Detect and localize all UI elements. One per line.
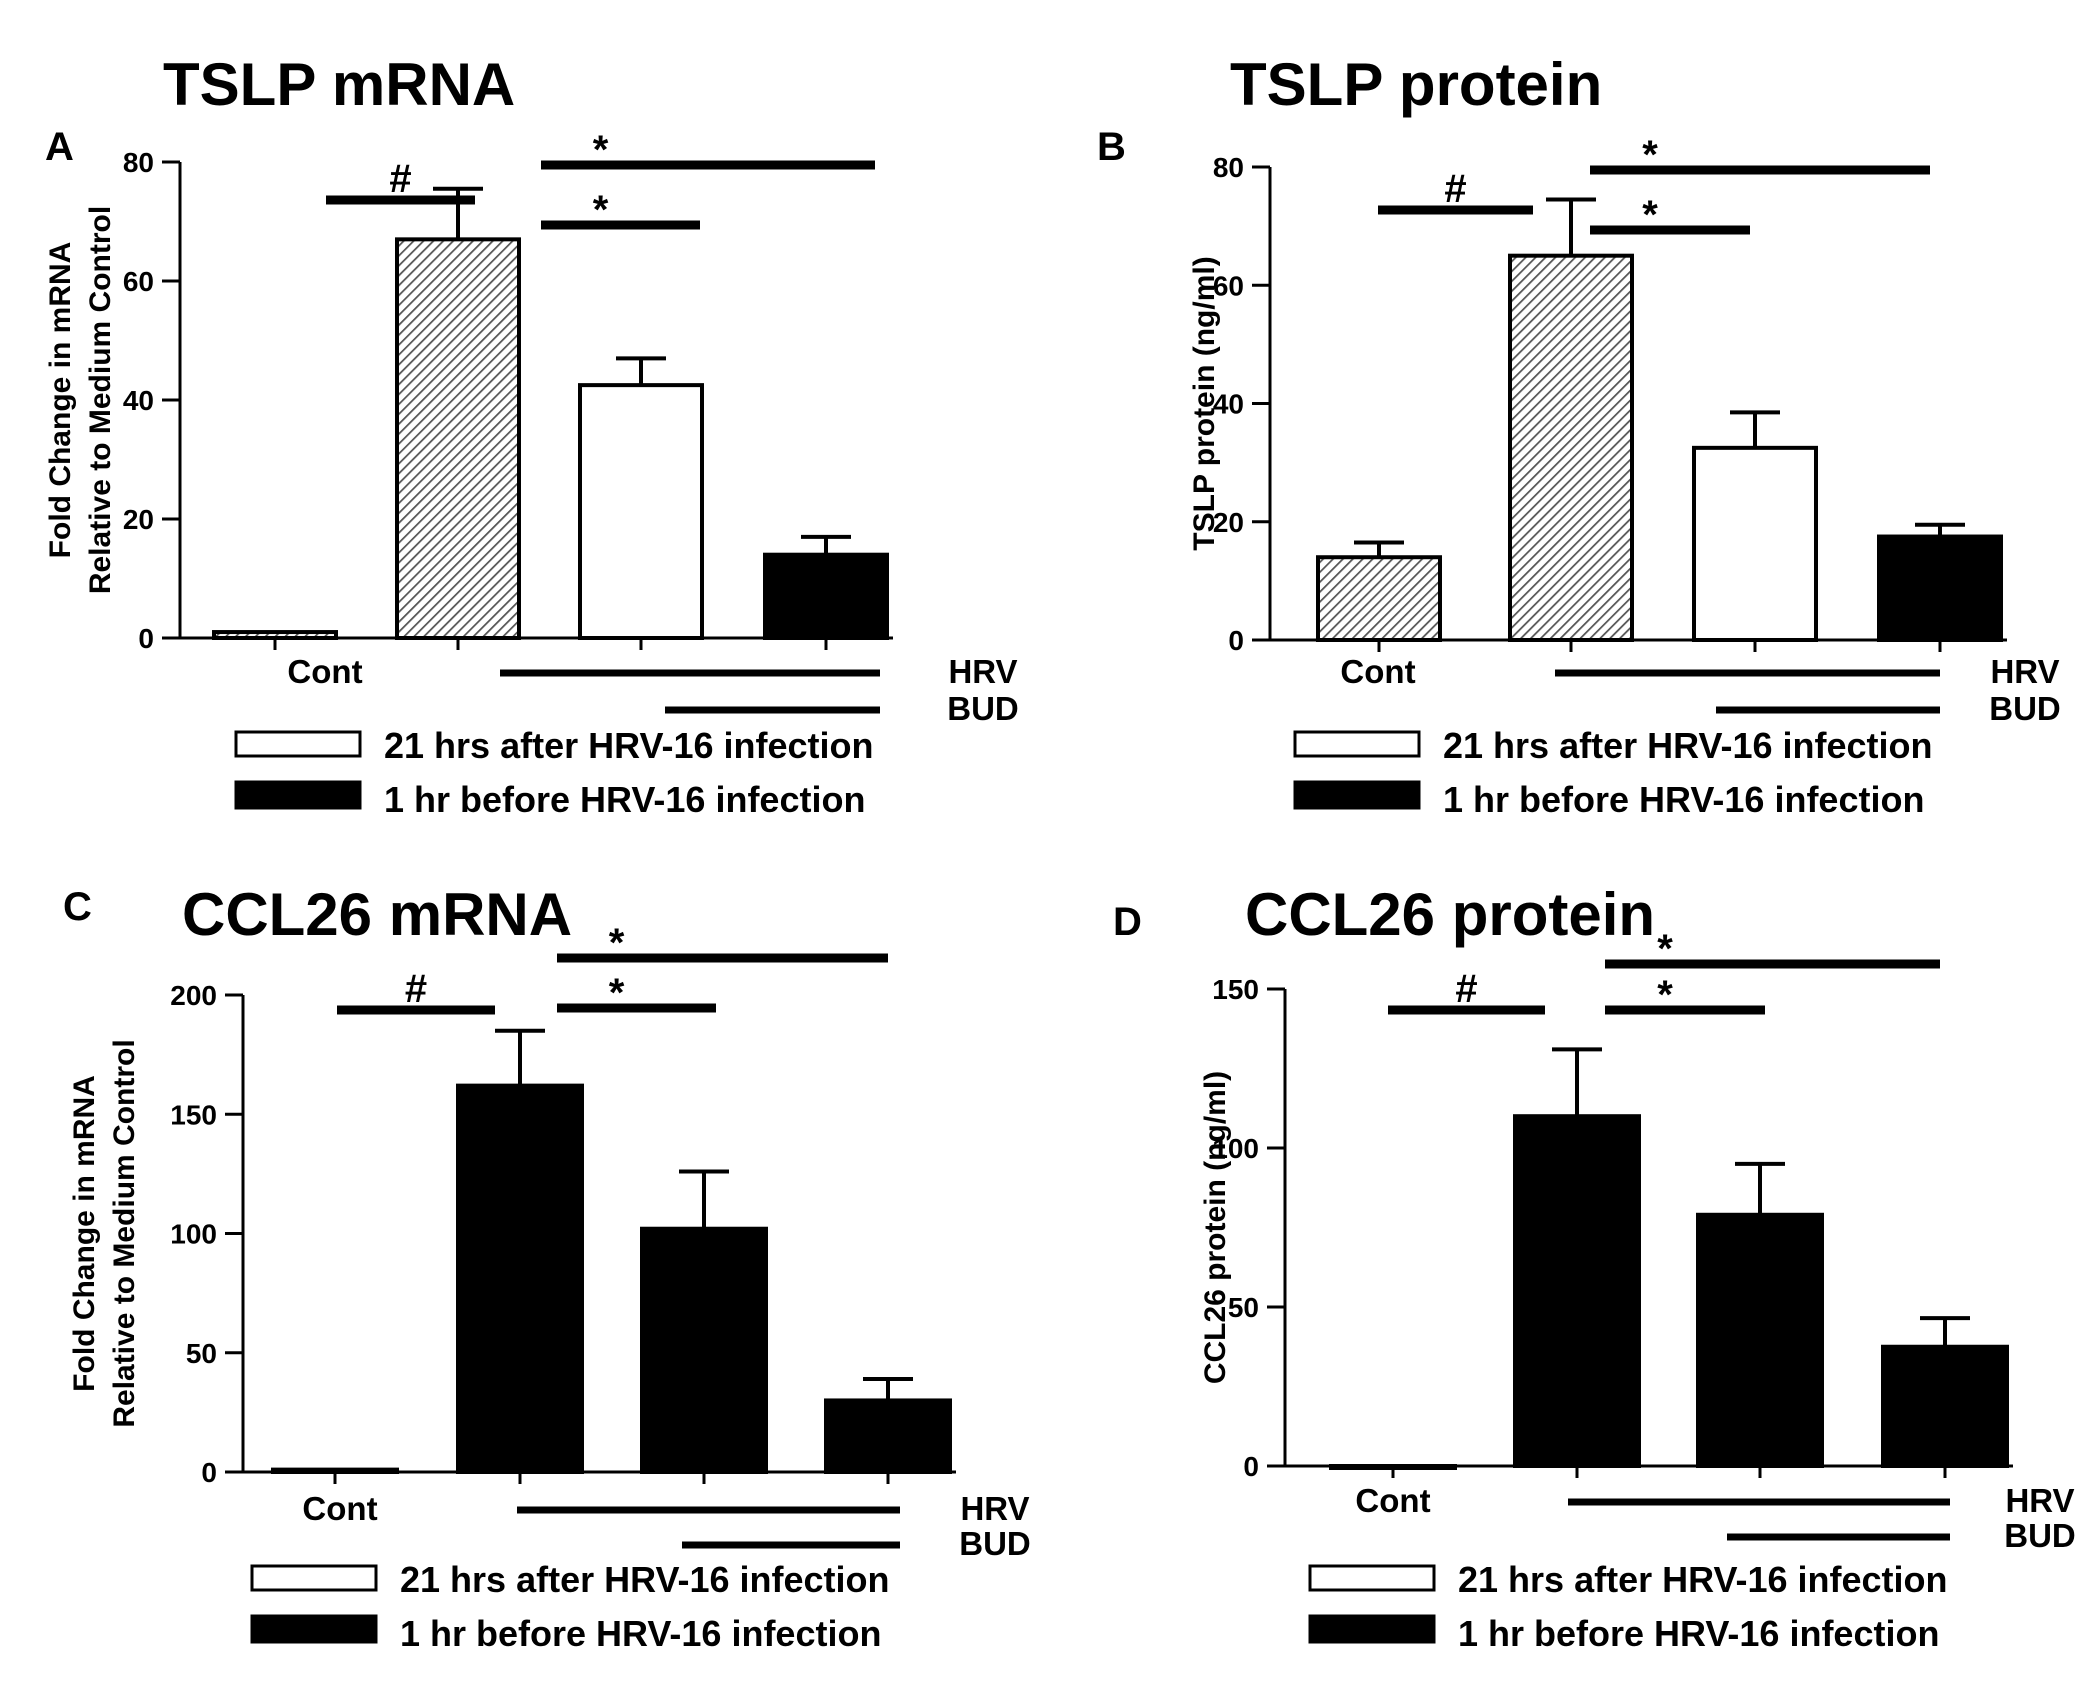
panel-b: B TSLP protein 0 20 40 60 80 TSLP protein (ng/m… [1097,51,2061,820]
lower-star-mark: * [609,971,625,1015]
bud-label: BUD [947,690,1019,727]
y-tick-label: 0 [1228,625,1244,656]
y-tick-label: 80 [1213,152,1244,183]
bar-3 [1692,445,1818,642]
hash-significance-mark: # [389,157,411,201]
panel-letter: C [63,885,92,929]
bar-2 [1513,1114,1641,1468]
hash-significance-mark: # [1455,967,1477,1011]
y-tick-label: 0 [1243,1451,1259,1482]
y-axis-title-line1: Fold Change in mRNA [44,242,77,559]
y-tick-label: 20 [123,504,154,535]
bar-4 [763,552,889,641]
y-axis-title-line2: Relative to Medium Control [84,206,117,594]
cont-label: Cont [287,653,362,690]
hash-significance-mark: # [1444,167,1466,211]
bar-3 [578,383,704,640]
legend-filled-swatch [1293,780,1421,810]
panel-title: CCL26 protein [1245,881,1655,948]
y-axis-title-line2: Relative to Medium Control [108,1039,141,1427]
y-tick-label: 150 [170,1099,217,1130]
y-tick-label: 40 [1213,389,1244,420]
legend-open-swatch [1293,730,1421,758]
legend-open-label: 21 hrs after HRV-16 infection [400,1559,890,1600]
hrv-label: HRV [948,653,1017,690]
y-tick-label: 0 [138,623,154,654]
panel-title: TSLP protein [1230,51,1602,118]
bar-1 [1316,555,1442,642]
upper-star-mark: * [609,921,625,965]
hrv-label: HRV [960,1490,1029,1527]
y-tick-label: 60 [123,266,154,297]
legend-filled-swatch [234,780,362,810]
legend-open-label: 21 hrs after HRV-16 infection [384,725,874,766]
bar-1 [212,630,338,640]
cont-label: Cont [1355,1482,1430,1519]
y-axis-title-line1: Fold Change in mRNA [68,1075,101,1392]
bar-2 [456,1083,584,1474]
y-axis-title: TSLP protein (ng/ml) [1188,256,1221,550]
upper-star-mark: * [1642,133,1658,177]
y-tick-label: 0 [201,1457,217,1488]
legend-filled-label: 1 hr before HRV-16 infection [1458,1613,1939,1654]
bud-label: BUD [1989,690,2061,727]
cont-label: Cont [1340,653,1415,690]
legend-open-swatch [250,1564,378,1592]
bar-2 [1508,253,1634,642]
bar-4 [1881,1344,2009,1468]
panel-a: A TSLP mRNA 0 20 40 60 80 Fold Change in mRNA Re… [44,51,1019,820]
lower-star-mark: * [593,188,609,232]
bar-1 [271,1467,399,1474]
hash-significance-mark: # [405,967,427,1011]
panel-letter: B [1097,125,1126,169]
legend-open-label: 21 hrs after HRV-16 infection [1458,1559,1948,1600]
panel-d: D CCL26 protein 0 50 100 150 CCL26 protein (ng… [1113,881,2076,1654]
legend-open-swatch [234,730,362,758]
bar-3 [640,1226,768,1474]
upper-star-mark: * [593,128,609,172]
y-tick-label: 150 [1212,974,1259,1005]
panel-letter: D [1113,900,1142,944]
y-tick-label: 50 [186,1338,217,1369]
panel-title: CCL26 mRNA [182,881,572,948]
y-axis-title: CCL26 protein (ng/ml) [1199,1071,1232,1384]
bar-2 [395,237,521,640]
bud-label: BUD [2004,1517,2076,1554]
y-tick-label: 20 [1213,507,1244,538]
legend-filled-swatch [250,1614,378,1644]
legend-filled-label: 1 hr before HRV-16 infection [384,779,865,820]
y-tick-label: 100 [1212,1133,1259,1164]
legend-open-swatch [1308,1564,1436,1592]
hrv-label: HRV [2005,1482,2074,1519]
lower-star-mark: * [1657,973,1673,1017]
bar-4 [1877,534,2003,642]
legend-filled-label: 1 hr before HRV-16 infection [1443,779,1924,820]
bar-3 [1696,1212,1824,1469]
panel-title: TSLP mRNA [163,51,515,118]
lower-star-mark: * [1642,193,1658,237]
bar-4 [824,1398,952,1474]
panel-letter: A [45,125,74,169]
y-tick-label: 40 [123,385,154,416]
cont-label: Cont [302,1490,377,1527]
bud-label: BUD [959,1525,1031,1562]
y-tick-label: 60 [1213,270,1244,301]
y-tick-label: 200 [170,980,217,1011]
legend-filled-label: 1 hr before HRV-16 infection [400,1613,881,1654]
y-tick-label: 80 [123,147,154,178]
legend-open-label: 21 hrs after HRV-16 infection [1443,725,1933,766]
hrv-label: HRV [1990,653,2059,690]
upper-star-mark: * [1657,927,1673,971]
y-tick-label: 50 [1228,1292,1259,1323]
legend-filled-swatch [1308,1614,1436,1644]
y-tick-label: 100 [170,1219,217,1250]
panel-c: C CCL26 mRNA 0 50 100 150 200 Fold Change in mR… [63,881,1031,1654]
